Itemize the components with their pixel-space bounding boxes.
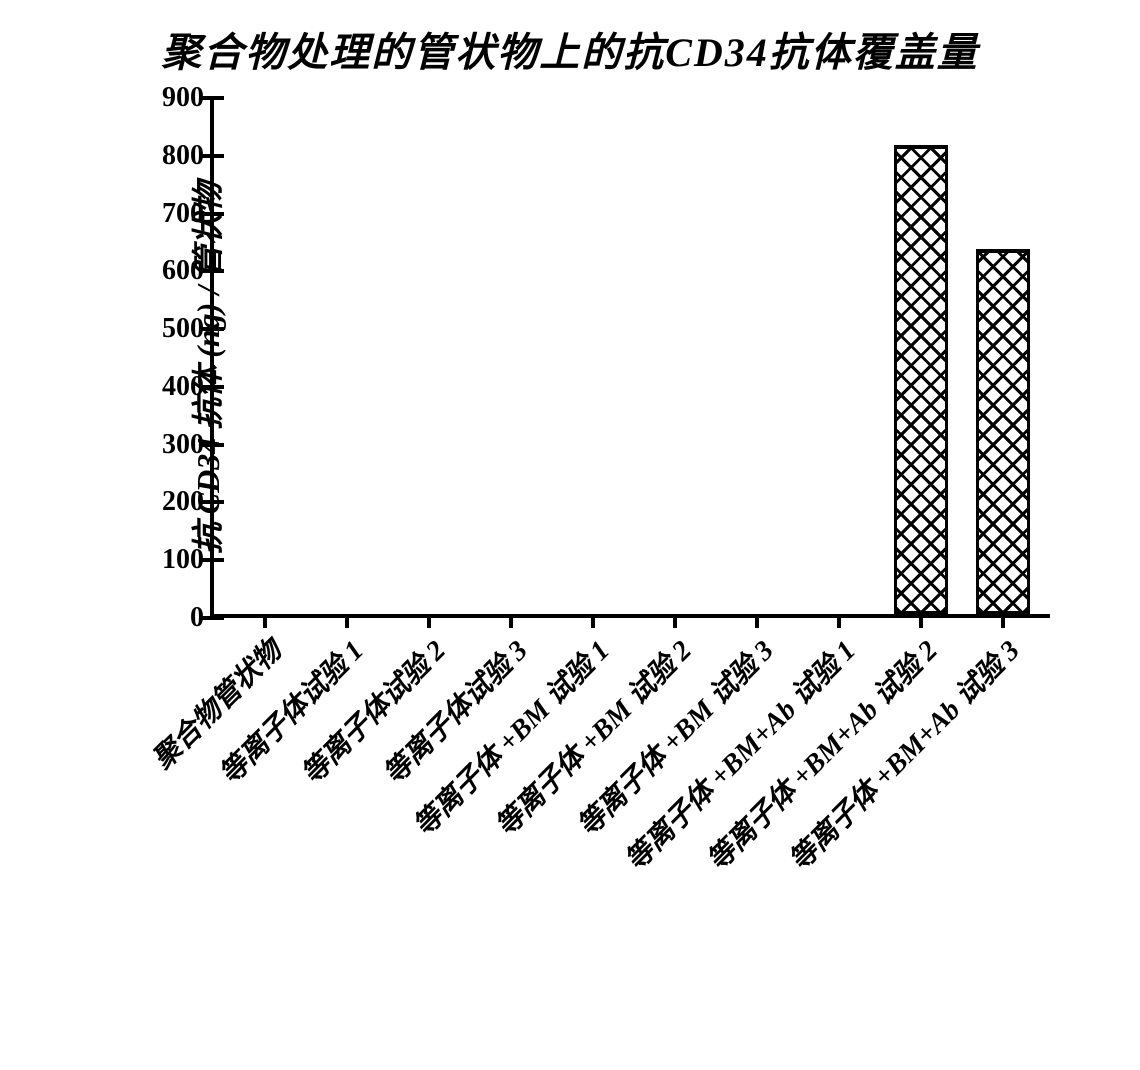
y-tick-mark-inner bbox=[214, 212, 224, 216]
x-tick-mark bbox=[591, 614, 595, 628]
y-tick-mark-inner bbox=[214, 500, 224, 504]
y-tick-mark bbox=[200, 443, 214, 447]
y-tick-label: 600 bbox=[144, 255, 204, 287]
x-tick-mark bbox=[1001, 614, 1005, 628]
chart-container: 聚合物处理的管状物上的抗CD34抗体覆盖量 抗 CD34 抗体 (ng) / 管… bbox=[0, 20, 1140, 648]
y-tick-mark-inner bbox=[214, 558, 224, 562]
x-tick-mark bbox=[673, 614, 677, 628]
plot-area: 0100200300400500600700800900 bbox=[210, 98, 1050, 618]
x-tick-mark bbox=[509, 614, 513, 628]
y-tick-mark bbox=[200, 154, 214, 158]
y-tick-label: 700 bbox=[144, 198, 204, 230]
y-tick-mark-inner bbox=[214, 269, 224, 273]
y-tick-label: 300 bbox=[144, 429, 204, 461]
x-tick-mark bbox=[919, 614, 923, 628]
bar bbox=[976, 250, 1030, 614]
y-tick-mark bbox=[200, 96, 214, 100]
y-tick-mark bbox=[200, 269, 214, 273]
y-tick-label: 100 bbox=[144, 544, 204, 576]
chart-title: 聚合物处理的管状物上的抗CD34抗体覆盖量 bbox=[0, 20, 1140, 78]
y-tick-mark bbox=[200, 327, 214, 331]
y-tick-mark-inner bbox=[214, 443, 224, 447]
y-tick-mark bbox=[200, 212, 214, 216]
y-tick-label: 0 bbox=[144, 602, 204, 634]
x-tick-mark bbox=[755, 614, 759, 628]
x-tick-mark bbox=[345, 614, 349, 628]
y-tick-mark bbox=[200, 558, 214, 562]
x-tick-mark bbox=[837, 614, 841, 628]
y-tick-mark bbox=[200, 500, 214, 504]
y-tick-mark-inner bbox=[214, 385, 224, 389]
y-tick-label: 200 bbox=[144, 486, 204, 518]
y-tick-mark-inner bbox=[214, 154, 224, 158]
chart-body: 抗 CD34 抗体 (ng) / 管状物 0100200300400500600… bbox=[130, 88, 1070, 648]
y-tick-mark bbox=[200, 616, 214, 620]
y-tick-label: 900 bbox=[144, 82, 204, 114]
x-axis-labels: 聚合物管状物等离子体试验 1等离子体试验 2等离子体试验 3等离子体 +BM 试… bbox=[210, 630, 1050, 1060]
x-tick-mark bbox=[427, 614, 431, 628]
y-tick-mark bbox=[200, 385, 214, 389]
x-tick-mark bbox=[263, 614, 267, 628]
y-tick-label: 500 bbox=[144, 313, 204, 345]
y-tick-mark-inner bbox=[214, 616, 224, 620]
y-tick-mark-inner bbox=[214, 96, 224, 100]
bar bbox=[894, 146, 948, 614]
y-tick-label: 800 bbox=[144, 140, 204, 172]
y-tick-mark-inner bbox=[214, 327, 224, 331]
y-tick-label: 400 bbox=[144, 371, 204, 403]
